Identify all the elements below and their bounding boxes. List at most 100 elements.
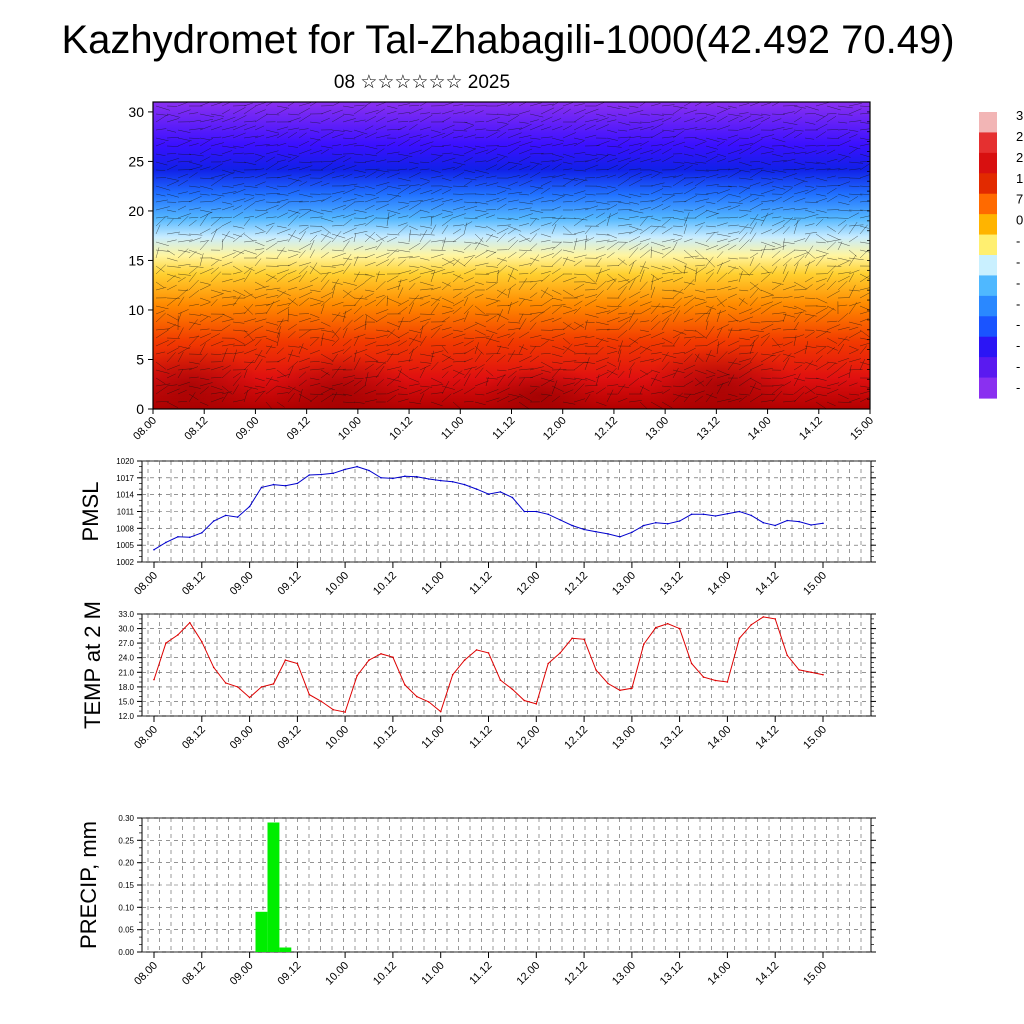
wind-arrow: [397, 249, 411, 253]
wind-arrow: [529, 152, 544, 155]
wind-arrow: [595, 169, 609, 171]
wind-arrow: [518, 165, 531, 171]
wind-arrow: [452, 165, 463, 171]
wind-arrow: [716, 137, 728, 141]
wind-arrow: [166, 274, 176, 283]
wind-arrow: [221, 191, 237, 195]
wind-arrow: [320, 145, 333, 149]
wind-arrow: [287, 166, 300, 171]
wind-arrow: [463, 222, 468, 235]
wind-arrow: [276, 347, 284, 355]
data-point: [690, 662, 693, 665]
wind-arrow: [727, 204, 741, 211]
wind-arrow: [606, 201, 622, 203]
wind-arrow: [276, 369, 286, 377]
wind-arrow: [826, 233, 841, 241]
wind-arrow: [298, 284, 313, 291]
x-tick-label: 10.12: [387, 415, 415, 443]
wind-arrow: [683, 153, 694, 157]
wind-arrow: [309, 395, 319, 403]
wind-arrow: [529, 228, 540, 235]
x-tick-label: 14.00: [706, 960, 734, 988]
wind-arrow: [573, 323, 584, 331]
wind-arrow: [463, 256, 474, 267]
wind-arrow: [749, 363, 764, 371]
wind-arrow: [595, 328, 610, 331]
wind-arrow: [364, 363, 374, 371]
wind-arrow: [573, 140, 585, 147]
wind-arrow: [452, 341, 464, 347]
wind-arrow: [155, 142, 165, 147]
wind-arrow: [617, 281, 630, 291]
wind-arrow: [353, 257, 368, 259]
wind-arrow: [705, 137, 720, 143]
wind-arrow: [540, 107, 555, 115]
wind-arrow: [826, 185, 841, 187]
wind-arrow: [188, 233, 203, 236]
wind-arrow: [628, 377, 640, 387]
wind-arrow: [782, 313, 787, 323]
page-title: Kazhydromet for Tal-Zhabagili-1000(42.49…: [61, 18, 955, 62]
wind-arrow: [540, 306, 551, 315]
wind-arrow: [287, 155, 300, 163]
wind-arrow: [298, 250, 306, 259]
wind-arrow: [650, 391, 663, 395]
wind-arrow: [254, 241, 265, 247]
wind-arrow: [419, 181, 430, 187]
x-tick-label: 10.12: [371, 570, 399, 598]
wind-arrow: [276, 247, 285, 259]
wind-arrow: [540, 246, 555, 251]
wind-arrow: [342, 380, 355, 387]
wind-arrow: [793, 361, 805, 364]
wind-arrow: [474, 294, 484, 299]
wind-arrow: [551, 289, 562, 295]
wind-arrow: [694, 353, 704, 362]
wind-arrow: [815, 377, 827, 381]
wind-arrow: [760, 212, 769, 227]
wind-arrow: [408, 229, 411, 243]
data-point: [631, 687, 633, 690]
wind-arrow: [188, 137, 200, 139]
wind-arrow: [617, 340, 623, 355]
wind-arrow: [628, 157, 641, 163]
wind-arrow: [254, 209, 268, 212]
wind-arrow: [617, 273, 631, 283]
wind-arrow: [309, 319, 320, 323]
wind-arrow: [342, 339, 352, 347]
x-tick-label: 12.00: [514, 724, 542, 752]
data-point: [678, 627, 681, 630]
wind-arrow: [221, 216, 233, 219]
wind-arrow: [738, 377, 752, 387]
wind-arrow: [595, 310, 611, 315]
data-point: [201, 640, 203, 643]
wind-arrow: [463, 217, 478, 219]
colorbar-swatch: [979, 255, 997, 277]
wind-arrow: [276, 331, 281, 347]
wind-arrow: [342, 202, 355, 211]
wind-arrow: [738, 209, 752, 212]
wind-arrow: [716, 107, 731, 115]
wind-arrow: [584, 294, 598, 299]
wind-arrow: [232, 265, 242, 272]
wind-arrow: [595, 102, 606, 107]
wind-arrow: [815, 177, 828, 182]
wind-arrow: [386, 151, 400, 155]
wind-arrow: [265, 222, 275, 227]
wind-arrow: [793, 373, 801, 387]
wind-arrow: [331, 214, 345, 219]
wind-arrow: [298, 317, 312, 323]
wind-arrow: [386, 297, 401, 305]
wind-arrow: [650, 277, 664, 283]
wind-arrow: [826, 149, 836, 155]
colorbar-swatch: [979, 214, 997, 236]
wind-arrow: [463, 255, 476, 259]
wind-arrow: [298, 357, 310, 363]
data-point: [236, 686, 239, 688]
wind-arrow: [518, 156, 531, 163]
wind-arrow: [848, 273, 854, 283]
wind-arrow: [793, 249, 806, 251]
wind-arrow: [859, 292, 870, 299]
wind-arrow: [452, 401, 462, 409]
wind-arrow: [353, 209, 367, 213]
wind-arrow: [826, 362, 837, 371]
